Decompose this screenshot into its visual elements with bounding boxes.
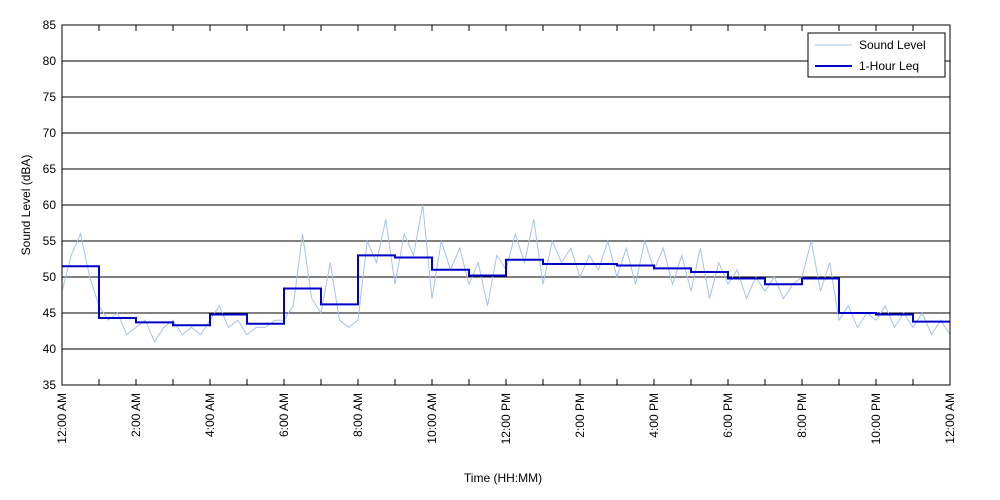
y-axis-label: Sound Level (dBA): [19, 155, 33, 256]
x-tick-label: 12:00 AM: [943, 393, 957, 444]
x-tick-label: 2:00 AM: [129, 393, 143, 437]
x-tick-label: 2:00 PM: [573, 393, 587, 438]
legend-box: [807, 32, 946, 78]
series-line-1-hour-leq: [62, 254, 950, 327]
grid-lines: [62, 60, 950, 350]
x-tick-label: 12:00 PM: [499, 393, 513, 444]
legend-label-1-hour-leq: 1-Hour Leq: [859, 59, 919, 73]
y-tick-label: 70: [43, 126, 57, 140]
x-tick-label: 6:00 PM: [721, 393, 735, 438]
x-tick-label: 12:00 AM: [55, 393, 69, 444]
x-tick-label: 8:00 PM: [795, 393, 809, 438]
legend-label-sound-level: Sound Level: [859, 38, 926, 52]
y-tick-label: 75: [43, 90, 57, 104]
y-tick-label: 60: [43, 198, 57, 212]
x-axis-label: Time (HH:MM): [464, 471, 542, 485]
y-axis-ticks: 35 40 45 50 55 60 65 70 75 80 85: [43, 18, 57, 392]
y-tick-label: 85: [43, 18, 57, 32]
y-tick-label: 40: [43, 342, 57, 356]
legend: Sound Level 1-Hour Leq: [807, 32, 946, 78]
x-tick-label: 4:00 AM: [203, 393, 217, 437]
x-axis-ticks: 12:00 AM 2:00 AM 4:00 AM 6:00 AM 8:00 AM 10:0…: [55, 25, 957, 444]
x-tick-label: 4:00 PM: [647, 393, 661, 438]
x-tick-label: 8:00 AM: [351, 393, 365, 437]
x-tick-label: 10:00 PM: [869, 393, 883, 444]
x-tick-label: 10:00 AM: [425, 393, 439, 444]
plot-frame: [61, 24, 951, 386]
y-tick-label: 45: [43, 306, 57, 320]
series-layer: [61, 204, 951, 343]
y-tick-label: 80: [43, 54, 57, 68]
y-tick-label: 35: [43, 378, 57, 392]
y-tick-label: 55: [43, 234, 57, 248]
x-tick-label: 6:00 AM: [277, 393, 291, 437]
y-tick-label: 65: [43, 162, 57, 176]
y-tick-label: 50: [43, 270, 57, 284]
